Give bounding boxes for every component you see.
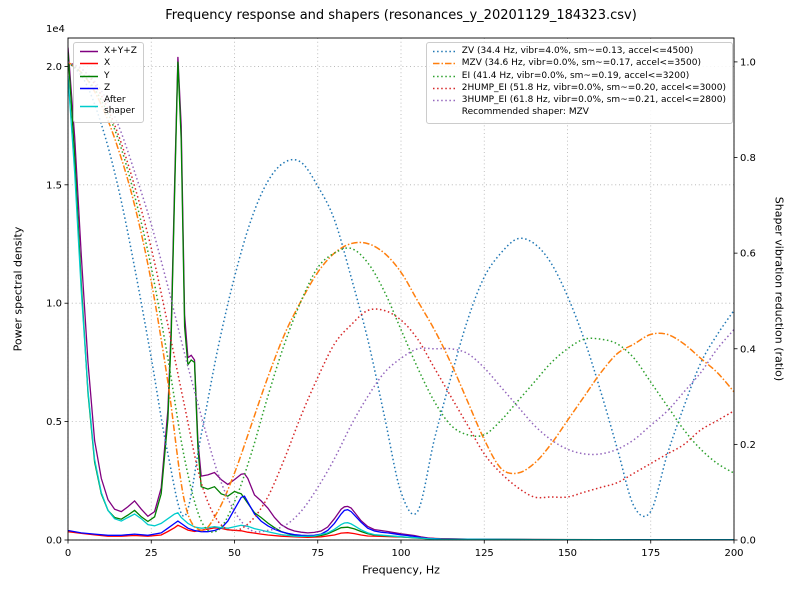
legend-item-z-label: Z	[104, 82, 111, 93]
legend-swatch-line	[80, 87, 98, 90]
x-tick-label: 25	[145, 548, 158, 559]
x-tick-label: 100	[391, 548, 410, 559]
y-right-tick-label: 0.8	[740, 153, 756, 164]
legend-item-2hump_ei-label: 2HUMP_EI (51.8 Hz, vibr=0.0%, sm~=0.20, …	[461, 82, 726, 93]
x-tick-label: 200	[724, 548, 743, 559]
x-tick-label: 0	[65, 548, 71, 559]
legend-swatch-line	[432, 75, 456, 77]
y-left-tick-label: 0.0	[46, 536, 62, 547]
legend-swatch-line	[432, 107, 457, 118]
legend-item-recommended-shaper: Recommended shaper: MZV	[432, 107, 726, 118]
tick-group: 0 25 50 75 100 125 150 175 2000.00.51.01.52.00.0…	[46, 57, 756, 559]
legend-item-ei-label: EI (41.4 Hz, vibr=0.0%, sm~=0.19, accel<…	[461, 70, 690, 81]
y-right-tick-label: 0.0	[740, 536, 756, 547]
shaper-line-2hump_ei	[68, 61, 734, 532]
legend-item-mzv-label: MZV (34.6 Hz, vibr=0.0%, sm~=0.17, accel…	[461, 58, 701, 69]
psd-line-z	[68, 495, 734, 540]
legend-item-y: Y	[79, 71, 137, 82]
legend-item-x+y+z: X+Y+Z	[79, 46, 137, 57]
legend-swatch-line	[80, 105, 98, 108]
legend-item-z: Z	[79, 83, 137, 94]
legend-item-x: X	[79, 58, 137, 69]
legend-item-3hump_ei: 3HUMP_EI (61.8 Hz, vibr=0.0%, sm~=0.21, …	[432, 95, 726, 106]
legend-item-x-label: X	[104, 58, 111, 69]
legend-item-3hump_ei-label: 3HUMP_EI (61.8 Hz, vibr=0.0%, sm~=0.21, …	[461, 95, 726, 105]
legend-item-zv: ZV (34.4 Hz, vibr=4.0%, sm~=0.13, accel<…	[432, 46, 726, 57]
legend-item-after-label: After shaper	[104, 95, 135, 117]
legend-item-after: After shaper	[79, 95, 137, 118]
axis-offset-text: 1e4	[46, 24, 65, 35]
y-right-tick-label: 1.0	[740, 57, 756, 68]
shaper-line-3hump_ei	[68, 61, 734, 533]
legend-item-zv-label: ZV (34.4 Hz, vibr=4.0%, sm~=0.13, accel<…	[461, 46, 694, 56]
legend-item-ei: EI (41.4 Hz, vibr=0.0%, sm~=0.19, accel<…	[432, 71, 726, 82]
y-right-tick-label: 0.2	[740, 440, 756, 451]
legend-swatch-line	[432, 50, 456, 53]
right-axis-label: Shaper vibration reduction (ratio)	[772, 196, 786, 382]
legend-swatch-line	[80, 50, 98, 53]
y-left-tick-label: 1.5	[46, 180, 62, 191]
legend-swatch-line	[432, 99, 456, 102]
legend-swatch-line	[80, 63, 98, 65]
psd-line-y	[68, 52, 734, 540]
x-tick-label: 175	[641, 548, 660, 559]
x-axis-label: Frequency, Hz	[362, 563, 440, 577]
x-tick-label: 150	[558, 548, 577, 559]
legend-item-2hump_ei: 2HUMP_EI (51.8 Hz, vibr=0.0%, sm~=0.20, …	[432, 83, 726, 94]
y-right-tick-label: 0.6	[740, 249, 756, 260]
psd-line-x+y+z	[68, 47, 734, 540]
x-tick-label: 50	[228, 548, 241, 559]
shaper-line-mzv	[68, 61, 734, 532]
y-right-tick-label: 0.4	[740, 344, 756, 355]
chart-title: Frequency response and shapers (resonanc…	[165, 8, 637, 23]
legend-swatch-line	[432, 63, 456, 65]
legend-psd: X+Y+Z X Y Z After shaper	[73, 42, 144, 123]
y-left-tick-label: 0.5	[46, 417, 62, 428]
legend-swatch-line	[80, 75, 98, 77]
legend-item-y-label: Y	[104, 70, 110, 81]
legend-item-x+y+z-label: X+Y+Z	[104, 46, 137, 56]
legend-item-recommended-shaper-label: Recommended shaper: MZV	[461, 107, 589, 118]
legend-shapers: ZV (34.4 Hz, vibr=4.0%, sm~=0.13, accel<…	[425, 42, 733, 124]
x-tick-label: 75	[311, 548, 324, 559]
x-tick-label: 125	[475, 548, 494, 559]
legend-swatch-line	[432, 87, 456, 90]
y-left-tick-label: 1.0	[46, 299, 62, 310]
series-group	[68, 47, 734, 540]
y-left-tick-label: 2.0	[46, 62, 62, 73]
left-axis-label: Power spectral density	[11, 226, 25, 352]
axes-spines	[67, 37, 735, 541]
legend-item-mzv: MZV (34.6 Hz, vibr=0.0%, sm~=0.17, accel…	[432, 58, 726, 69]
